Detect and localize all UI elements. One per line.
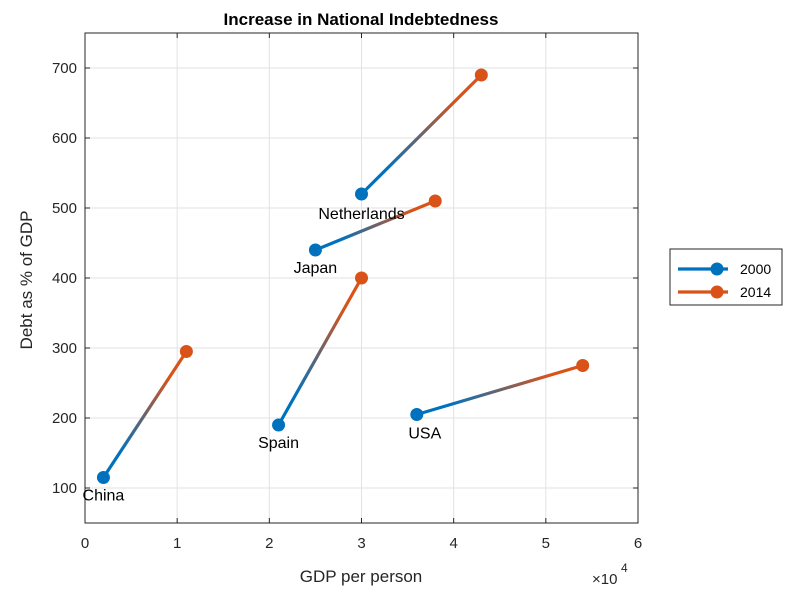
label-japan: Japan (294, 260, 338, 277)
legend-marker-2014 (710, 285, 724, 299)
label-usa: USA (408, 426, 441, 443)
grid-lines (84, 33, 639, 523)
axis-ticks: 0 1 2 3 4 5 6 100 200 300 400 500 600 700 (52, 33, 642, 552)
label-netherlands: Netherlands (318, 206, 404, 223)
point-2000-china (96, 471, 110, 484)
point-2000-spain (272, 418, 286, 432)
x-tick-label: 0 (81, 535, 89, 552)
legend-box (669, 248, 783, 306)
y-tick-label: 200 (52, 410, 77, 427)
x-tick-label: 6 (634, 535, 642, 552)
y-tick-label: 100 (52, 480, 77, 497)
point-2000-japan (308, 243, 322, 257)
x-tick-label: 3 (357, 535, 365, 552)
point-2000-netherlands (355, 187, 368, 201)
legend-label-2014: 2014 (740, 284, 771, 300)
point-2000-usa (410, 408, 424, 421)
x-tick-label: 4 (449, 535, 457, 552)
legend-label-2000: 2000 (740, 261, 771, 277)
point-2014-china (179, 345, 193, 358)
point-2014-spain (355, 271, 368, 285)
y-tick-label: 400 (52, 270, 77, 287)
x-tick-label: 5 (542, 535, 550, 552)
y-tick-label: 700 (52, 60, 77, 77)
x-axis-exponent: ×10 4 (592, 561, 628, 588)
segment-spain (277, 277, 363, 426)
y-tick-label: 300 (52, 340, 77, 357)
x-tick-label: 2 (265, 535, 273, 552)
label-spain: Spain (258, 435, 299, 452)
x-exponent-power: 4 (621, 561, 628, 575)
x-exponent-base: ×10 (592, 571, 617, 588)
label-china: China (83, 488, 125, 505)
country-segments (96, 68, 590, 484)
x-tick-label: 1 (173, 535, 181, 552)
x-axis-label: GDP per person (300, 567, 423, 586)
chart-title: Increase in National Indebtedness (224, 10, 499, 29)
y-tick-label: 600 (52, 130, 77, 147)
segment-china (102, 350, 188, 479)
legend-marker-2000 (710, 262, 724, 276)
point-2014-japan (428, 194, 442, 208)
segment-netherlands (360, 73, 483, 196)
segment-japan (314, 199, 436, 252)
segment-usa (416, 363, 584, 417)
point-2014-netherlands (474, 68, 488, 82)
point-2014-usa (576, 359, 590, 372)
y-axis-label: Debt as % of GDP (17, 211, 36, 350)
legend: 2000 2014 (669, 248, 783, 306)
y-tick-label: 500 (52, 200, 77, 217)
country-labels: China Spain Japan Netherlands USA (83, 206, 442, 505)
